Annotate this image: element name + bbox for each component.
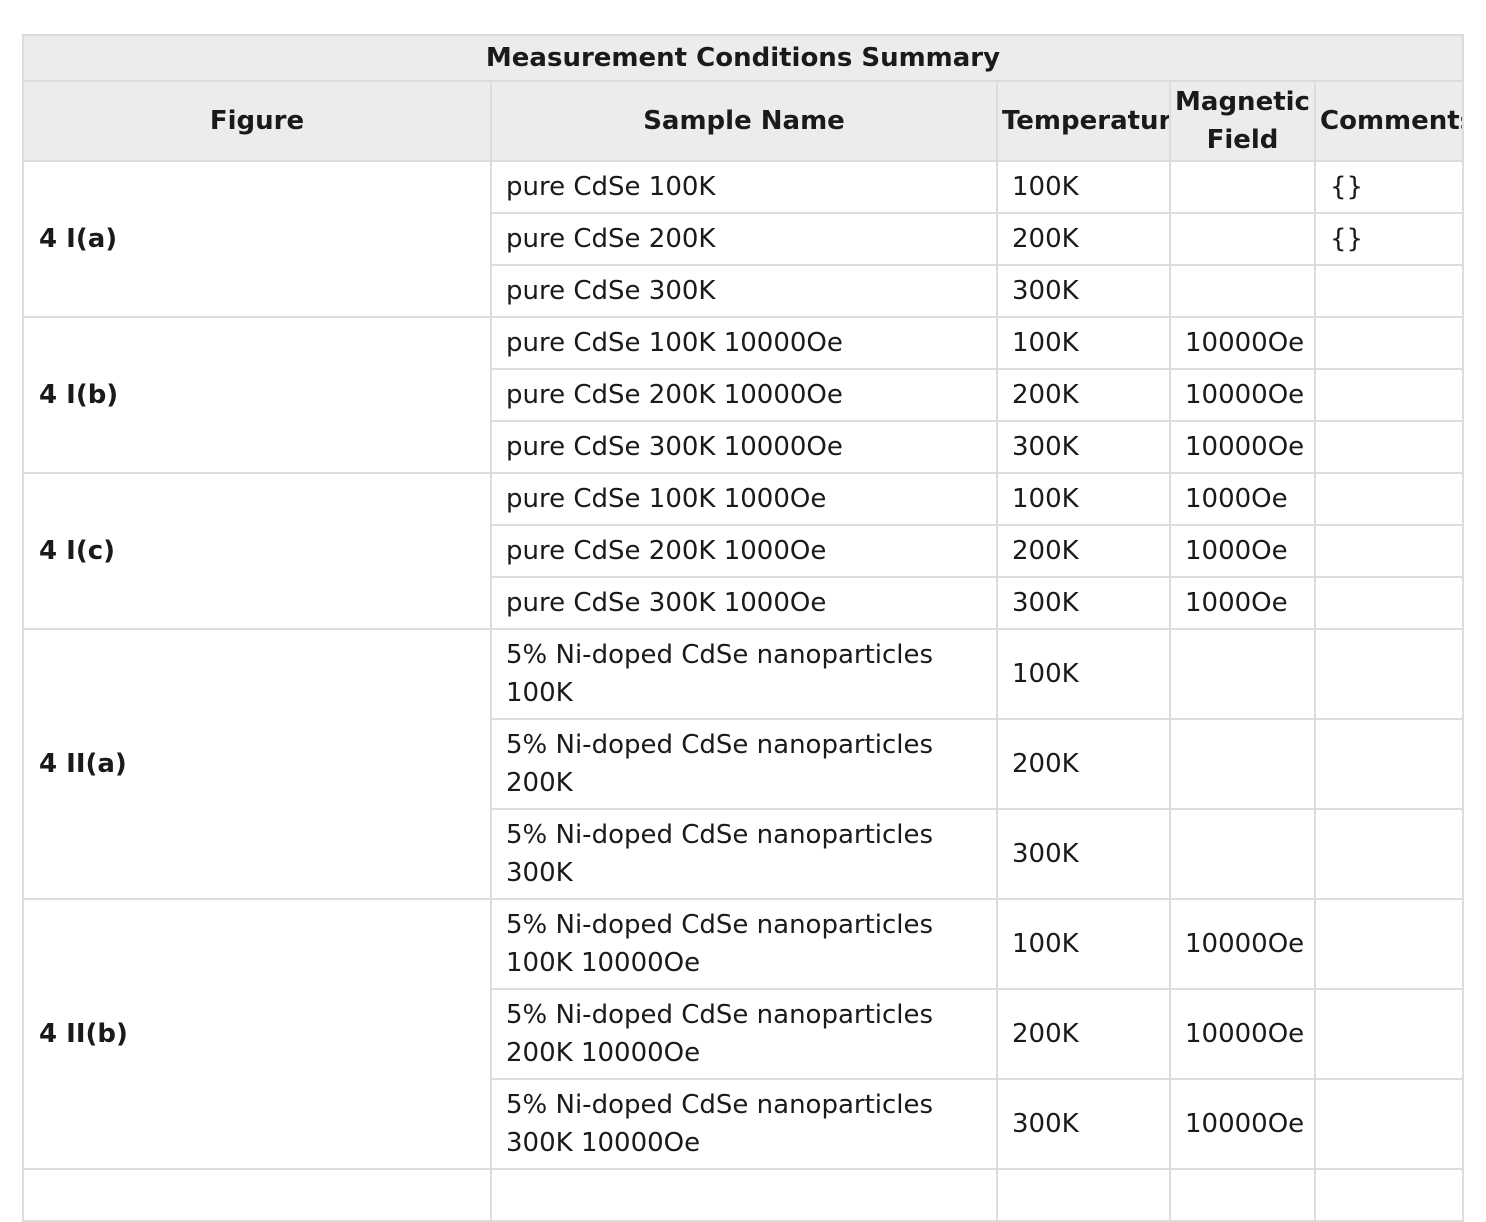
table-row [22,1168,1465,1222]
field-cell: 1000Oe [1169,524,1316,578]
table-row: 4 I(c) pure CdSe 100K 1000Oe 100K 1000Oe [22,472,1465,630]
comments-cell: {} [1313,160,1465,214]
temperature-cell: 100K [996,160,1171,214]
temperature-cell: 100K [996,628,1171,720]
table-caption: Measurement Conditions Summary [21,34,1465,82]
comments-cell [1313,368,1465,422]
sample-cell: pure CdSe 100K [490,160,998,214]
table-row: pure CdSe 300K 10000Oe 300K 10000Oe [23,420,1465,474]
header-magnetic-field: Magnetic Field [1169,80,1316,162]
table-row: 4 II(a) 5% Ni-doped CdSe nanoparticles 1… [22,628,1465,900]
field-cell [1169,160,1316,214]
temperature-cell [996,1168,1171,1222]
table-row: 4 I(b) pure CdSe 100K 10000Oe 100K 10000… [22,316,1465,474]
comments-cell [1313,264,1465,318]
temperature-cell: 300K [996,1078,1171,1170]
table-row: 5% Ni-doped CdSe nanoparticles 300K 1000… [23,1078,1465,1170]
field-cell [1169,1168,1316,1222]
sample-cell: pure CdSe 100K 1000Oe [490,472,998,526]
table-row: 5% Ni-doped CdSe nanoparticles 300K 300K [23,808,1465,900]
sample-cell: 5% Ni-doped CdSe nanoparticles 200K [490,718,998,810]
field-cell: 1000Oe [1169,576,1316,630]
temperature-cell: 100K [996,472,1171,526]
field-cell: 10000Oe [1169,368,1316,422]
sample-cell: 5% Ni-doped CdSe nanoparticles 300K 1000… [490,1078,998,1170]
header-sample-name: Sample Name [490,80,998,162]
comments-cell [1313,1078,1465,1170]
comments-cell [1313,524,1465,578]
comments-cell [1313,576,1465,630]
figure-cell: 4 II(a) [22,628,492,900]
field-cell: 10000Oe [1169,988,1316,1080]
temperature-cell: 300K [996,264,1171,318]
table-row: pure CdSe 300K 1000Oe 300K 1000Oe [23,576,1465,630]
temperature-cell: 200K [996,718,1171,810]
header-temperature: Temperature [996,80,1171,162]
comments-cell: {} [1313,212,1465,266]
sample-cell: 5% Ni-doped CdSe nanoparticles 200K 1000… [490,988,998,1080]
sample-cell: pure CdSe 200K 1000Oe [490,524,998,578]
field-cell: 10000Oe [1169,420,1316,474]
table-body: 4 I(a) pure CdSe 100K 100K {} pure CdSe … [22,160,1465,1222]
temperature-cell: 300K [996,808,1171,900]
temperature-cell: 300K [996,576,1171,630]
sample-cell: pure CdSe 300K [490,264,998,318]
field-cell: 10000Oe [1169,1078,1316,1170]
table-row: pure CdSe 200K 200K {} [23,212,1465,266]
header-figure: Figure [22,80,492,162]
temperature-cell: 200K [996,368,1171,422]
measurement-table-container: Measurement Conditions Summary Figure Sa… [21,34,1465,1222]
field-cell [1169,212,1316,266]
field-cell: 10000Oe [1169,898,1316,990]
comments-cell [1313,898,1465,990]
comments-cell [1313,628,1465,720]
sample-cell: pure CdSe 100K 10000Oe [490,316,998,370]
field-cell: 10000Oe [1169,316,1316,370]
field-cell [1169,718,1316,810]
comments-cell [1313,316,1465,370]
figure-cell: 4 I(c) [22,472,492,630]
comments-cell [1313,718,1465,810]
sample-cell: pure CdSe 200K [490,212,998,266]
measurement-conditions-table: Measurement Conditions Summary Figure Sa… [21,34,1465,1222]
temperature-cell: 200K [996,212,1171,266]
sample-cell [490,1168,998,1222]
comments-cell [1313,988,1465,1080]
table-row: 5% Ni-doped CdSe nanoparticles 200K 1000… [23,988,1465,1080]
figure-cell: 4 I(b) [22,316,492,474]
comments-cell [1313,420,1465,474]
sample-cell: pure CdSe 300K 10000Oe [490,420,998,474]
field-cell [1169,808,1316,900]
figure-cell: 4 I(a) [22,160,492,318]
figure-cell [22,1168,492,1222]
table-row: 5% Ni-doped CdSe nanoparticles 200K 200K [23,718,1465,810]
figure-cell: 4 II(b) [22,898,492,1170]
sample-cell: pure CdSe 300K 1000Oe [490,576,998,630]
temperature-cell: 200K [996,988,1171,1080]
temperature-cell: 100K [996,316,1171,370]
table-row: pure CdSe 300K 300K [23,264,1465,318]
sample-cell: 5% Ni-doped CdSe nanoparticles 100K 1000… [490,898,998,990]
table-row: pure CdSe 200K 1000Oe 200K 1000Oe [23,524,1465,578]
temperature-cell: 300K [996,420,1171,474]
field-cell [1169,264,1316,318]
comments-cell [1313,808,1465,900]
sample-cell: 5% Ni-doped CdSe nanoparticles 300K [490,808,998,900]
field-cell [1169,628,1316,720]
table-row: pure CdSe 200K 10000Oe 200K 10000Oe [23,368,1465,422]
sample-cell: pure CdSe 200K 10000Oe [490,368,998,422]
header-comments: Comments [1313,80,1465,162]
comments-cell [1313,1168,1465,1222]
field-cell: 1000Oe [1169,472,1316,526]
comments-cell [1313,472,1465,526]
temperature-cell: 100K [996,898,1171,990]
temperature-cell: 200K [996,524,1171,578]
table-row: 4 II(b) 5% Ni-doped CdSe nanoparticles 1… [22,898,1465,1170]
table-header-row: Figure Sample Name Temperature Magnetic … [22,80,1465,162]
table-row: 4 I(a) pure CdSe 100K 100K {} [22,160,1465,318]
sample-cell: 5% Ni-doped CdSe nanoparticles 100K [490,628,998,720]
